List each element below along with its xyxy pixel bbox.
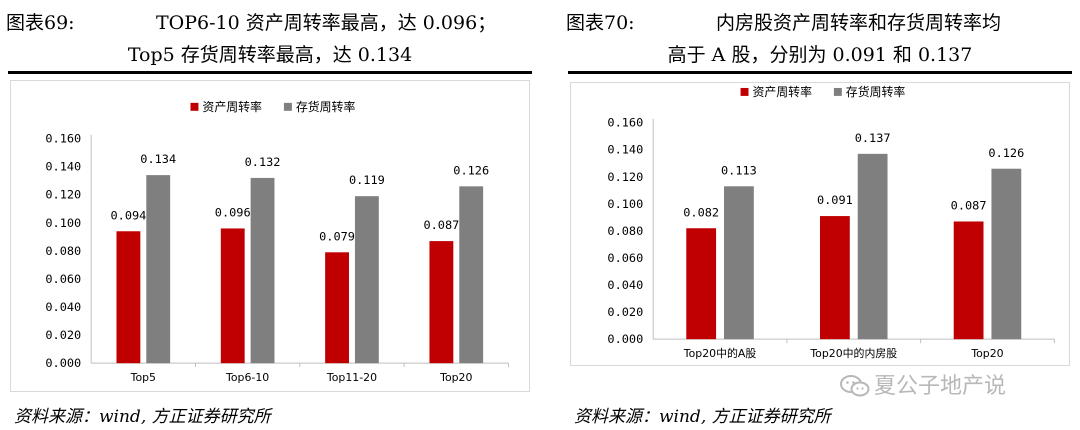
y-tick-label: 0.120 [607,170,643,184]
bar-asset-turnover [325,252,349,364]
figure-70-panel: 图表70: 内房股资产周转率和存货周转率均 高于 A 股，分别为 0.091 和 … [560,0,1080,430]
bar-inventory-turnover [250,177,275,364]
bar-asset-turnover [953,221,984,340]
watermark: 夏公子地产说 [840,368,1006,400]
legend-swatch-0 [740,87,749,96]
bar-inventory-turnover [459,186,484,364]
data-label: 0.126 [988,146,1024,160]
bar-asset-turnover [220,228,245,364]
figure-70-title-line2: 高于 A 股，分别为 0.091 和 0.137 [667,44,973,66]
data-label: 0.119 [349,173,385,187]
y-tick-label: 0.120 [45,188,81,202]
legend-swatch-1 [283,102,292,111]
y-tick-label: 0.020 [45,328,81,342]
y-tick-label: 0.140 [45,160,81,174]
data-label: 0.137 [855,131,891,145]
y-tick-label: 0.100 [607,197,643,211]
data-label: 0.087 [423,218,459,232]
y-tick-label: 0.060 [607,251,643,265]
y-tick-label: 0.020 [607,305,643,319]
x-category-label: Top6-10 [225,371,269,384]
figure-69-title-text: TOP6-10 资产周转率最高，达 0.096； [156,12,497,34]
bar-asset-turnover [686,228,717,340]
figure-69-title-rule [8,71,532,74]
y-tick-label: 0.080 [45,244,81,258]
y-tick-label: 0.080 [607,224,643,238]
y-tick-label: 0.000 [45,356,81,370]
bar-asset-turnover [820,216,850,340]
x-category-label: Top20 [439,371,472,384]
figure-69-chart-svg: 资产周转率 存货周转率 0.000 0.020 0.040 0.060 0.080 0.100… [45,100,509,384]
figure-69-title-line2: Top5 存货周转率最高，达 0.134 [127,44,413,66]
data-label: 0.126 [453,163,489,177]
figure-70-title-rule [568,71,1072,74]
bar-asset-turnover [116,231,141,364]
data-label: 0.087 [951,199,987,213]
figure-69-title: 图表69: TOP6-10 资产周转率最高，达 0.096； Top5 存货周转率… [0,4,540,68]
x-category-label: Top20 [970,347,1003,360]
bar-inventory-turnover [354,196,379,364]
watermark-text: 夏公子地产说 [874,374,1007,399]
legend-label-0: 资产周转率 [752,85,812,99]
data-label: 0.082 [683,205,719,219]
y-tick-label: 0.160 [45,132,81,146]
figure-70-title-line1: 图表70: 内房股资产周转率和存货周转率均 [566,8,1080,35]
y-tick-label: 0.100 [45,216,81,230]
figure-70-chart: 资产周转率 存货周转率 0.000 0.020 0.040 0.060 0.080 0.100… [570,82,1070,366]
y-tick-label: 0.040 [607,278,643,292]
x-category-label: Top5 [130,371,156,384]
bar-inventory-turnover [857,153,888,340]
bar-inventory-turnover [724,186,754,340]
x-category-label: Top11-20 [326,371,377,384]
figure-70-label: 图表70: [566,12,635,34]
figure-70-title: 图表70: 内房股资产周转率和存货周转率均 高于 A 股，分别为 0.091 和 … [560,4,1080,68]
data-label: 0.132 [245,155,281,169]
data-label: 0.113 [721,163,757,177]
bar-asset-turnover [429,241,454,364]
bar-inventory-turnover [146,175,171,364]
data-label: 0.134 [140,152,176,166]
legend-label-0: 资产周转率 [202,100,262,114]
figure-69-chart: 资产周转率 存货周转率 0.000 0.020 0.040 0.060 0.080 0.100… [10,80,530,392]
legend-label-1: 存货周转率 [846,85,906,99]
figure-69-source: 资料来源：wind, 方正证券研究所 [14,407,271,427]
data-label: 0.096 [215,206,251,220]
x-category-label: Top20中的A股 [683,346,757,360]
y-tick-label: 0.160 [607,116,643,130]
y-tick-label: 0.060 [45,272,81,286]
data-label: 0.094 [110,208,146,222]
figure-70-chart-svg: 资产周转率 存货周转率 0.000 0.020 0.040 0.060 0.080 0.100… [607,85,1055,360]
y-tick-label: 0.040 [45,300,81,314]
figure-69-label: 图表69: [6,12,75,34]
y-tick-label: 0.140 [607,143,643,157]
wechat-icon [840,375,870,397]
figure-69-panel: 图表69: TOP6-10 资产周转率最高，达 0.096； Top5 存货周转率… [0,4,540,427]
x-category-label: Top20中的内房股 [809,346,897,360]
y-tick-label: 0.000 [607,332,643,346]
figure-70-source: 资料来源：wind, 方正证券研究所 [574,407,831,427]
legend-swatch-0 [190,102,199,111]
figure-69-title-line1: 图表69: TOP6-10 资产周转率最高，达 0.096； [6,8,540,35]
legend-label-1: 存货周转率 [296,100,356,114]
data-label: 0.091 [817,193,853,207]
legend-swatch-1 [833,87,842,96]
figure-70-title-text: 内房股资产周转率和存货周转率均 [716,12,1002,34]
data-label: 0.079 [319,229,355,243]
bar-inventory-turnover [991,168,1022,340]
